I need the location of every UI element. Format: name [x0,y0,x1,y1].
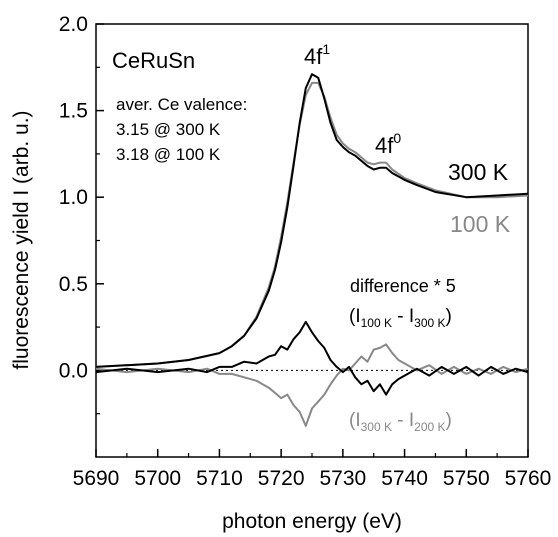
x-tick-label: 5750 [443,467,490,490]
difference-formula-1: (I100 K - I300 K) [349,306,452,330]
y-tick-label: 0.5 [59,273,88,296]
compound-label: CeRuSn [112,48,195,73]
y-tick-label: 2.0 [59,13,88,36]
y-tick-label: 1.5 [59,100,88,123]
y-tick-label: 0.0 [59,359,88,382]
peak-4f1-label: 4f1 [304,41,330,69]
x-tick-label: 5730 [319,467,366,490]
series-line-0 [95,73,529,368]
series-line-3 [95,343,529,427]
axis-ticks: 5690 5700 5710 5720 5730 5740 5750 5760 0.0 0.5 1.… [59,13,552,490]
x-tick-label: 5700 [134,467,181,490]
valence-300k: 3.15 @ 300 K [116,120,221,139]
plot-frame [95,23,529,458]
x-tick-label: 5690 [73,467,120,490]
peak-4f0-label: 4f0 [375,130,401,158]
x-axis-label: photon energy (eV) [222,510,402,533]
y-tick-label: 1.0 [59,186,88,209]
series-label-100k: 100 K [450,211,511,237]
x-tick-label: 5760 [505,467,552,490]
valence-100k: 3.18 @ 100 K [116,145,221,164]
y-axis-label: fluorescence yield I (arb. u.) [10,110,33,369]
x-tick-label: 5720 [258,467,305,490]
difference-formula-2: (I300 K - I200 K) [349,410,452,434]
series-label-300k: 300 K [448,159,509,185]
series-line-2 [95,320,529,396]
difference-title: difference * 5 [350,276,456,296]
valence-title: aver. Ce valence: [116,95,247,114]
x-tick-label: 5710 [196,467,243,490]
x-tick-label: 5740 [381,467,428,490]
series-layer [95,73,529,427]
